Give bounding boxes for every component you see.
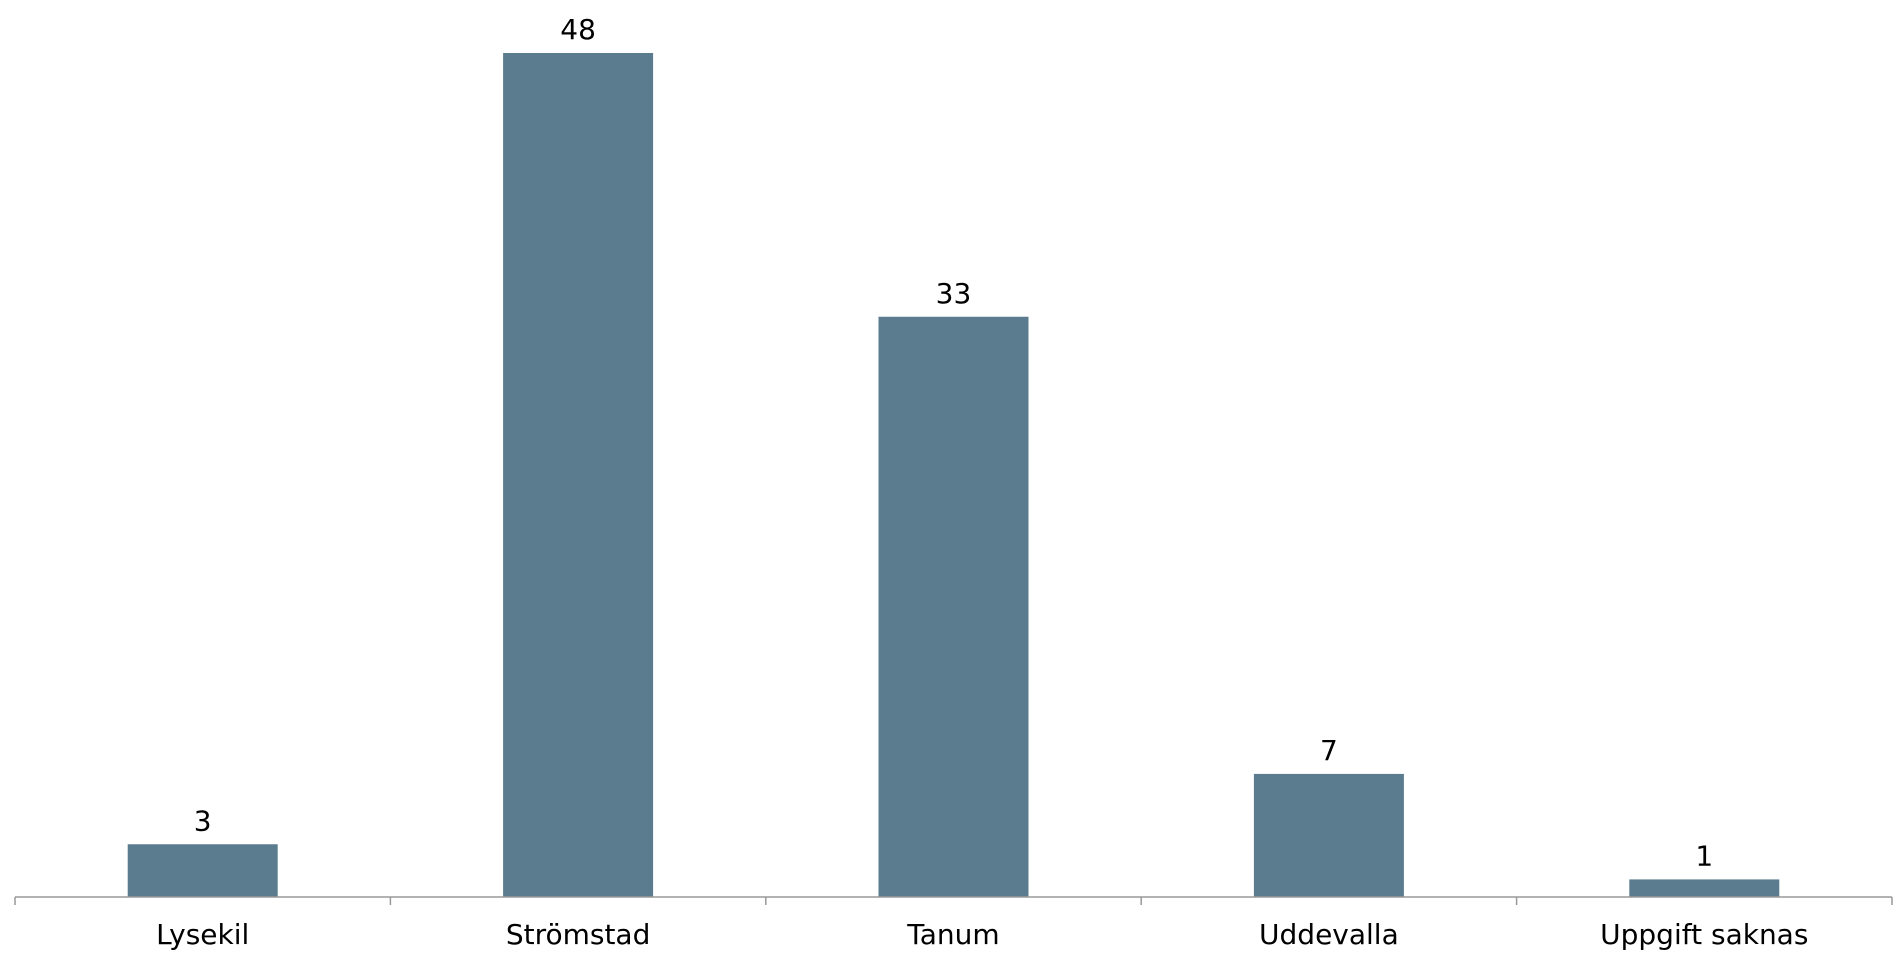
x-tick-label: Strömstad [506, 918, 651, 951]
x-tick-label: Lysekil [156, 918, 249, 951]
x-axis [14, 896, 1893, 905]
data-label: 48 [560, 13, 596, 46]
data-label: 1 [1695, 839, 1713, 872]
x-tick-labels-group: Lysekil Strömstad Tanum Uddevalla Uppgift sa… [156, 918, 1808, 951]
x-tick-label: Uddevalla [1259, 918, 1399, 951]
data-labels-group: 3 48 33 7 1 [194, 13, 1713, 872]
bar-uddevalla [1253, 773, 1404, 897]
bars-group [127, 53, 1780, 897]
x-tick-label: Tanum [906, 918, 999, 951]
bar-tanum [878, 316, 1029, 897]
data-label: 3 [194, 804, 212, 837]
bar-uppgift-saknas [1629, 879, 1780, 897]
bar-str-mstad [503, 53, 654, 897]
x-tick-label: Uppgift saknas [1600, 918, 1808, 951]
data-label: 7 [1320, 734, 1338, 767]
bar-lysekil [127, 844, 278, 897]
data-label: 33 [936, 277, 972, 310]
